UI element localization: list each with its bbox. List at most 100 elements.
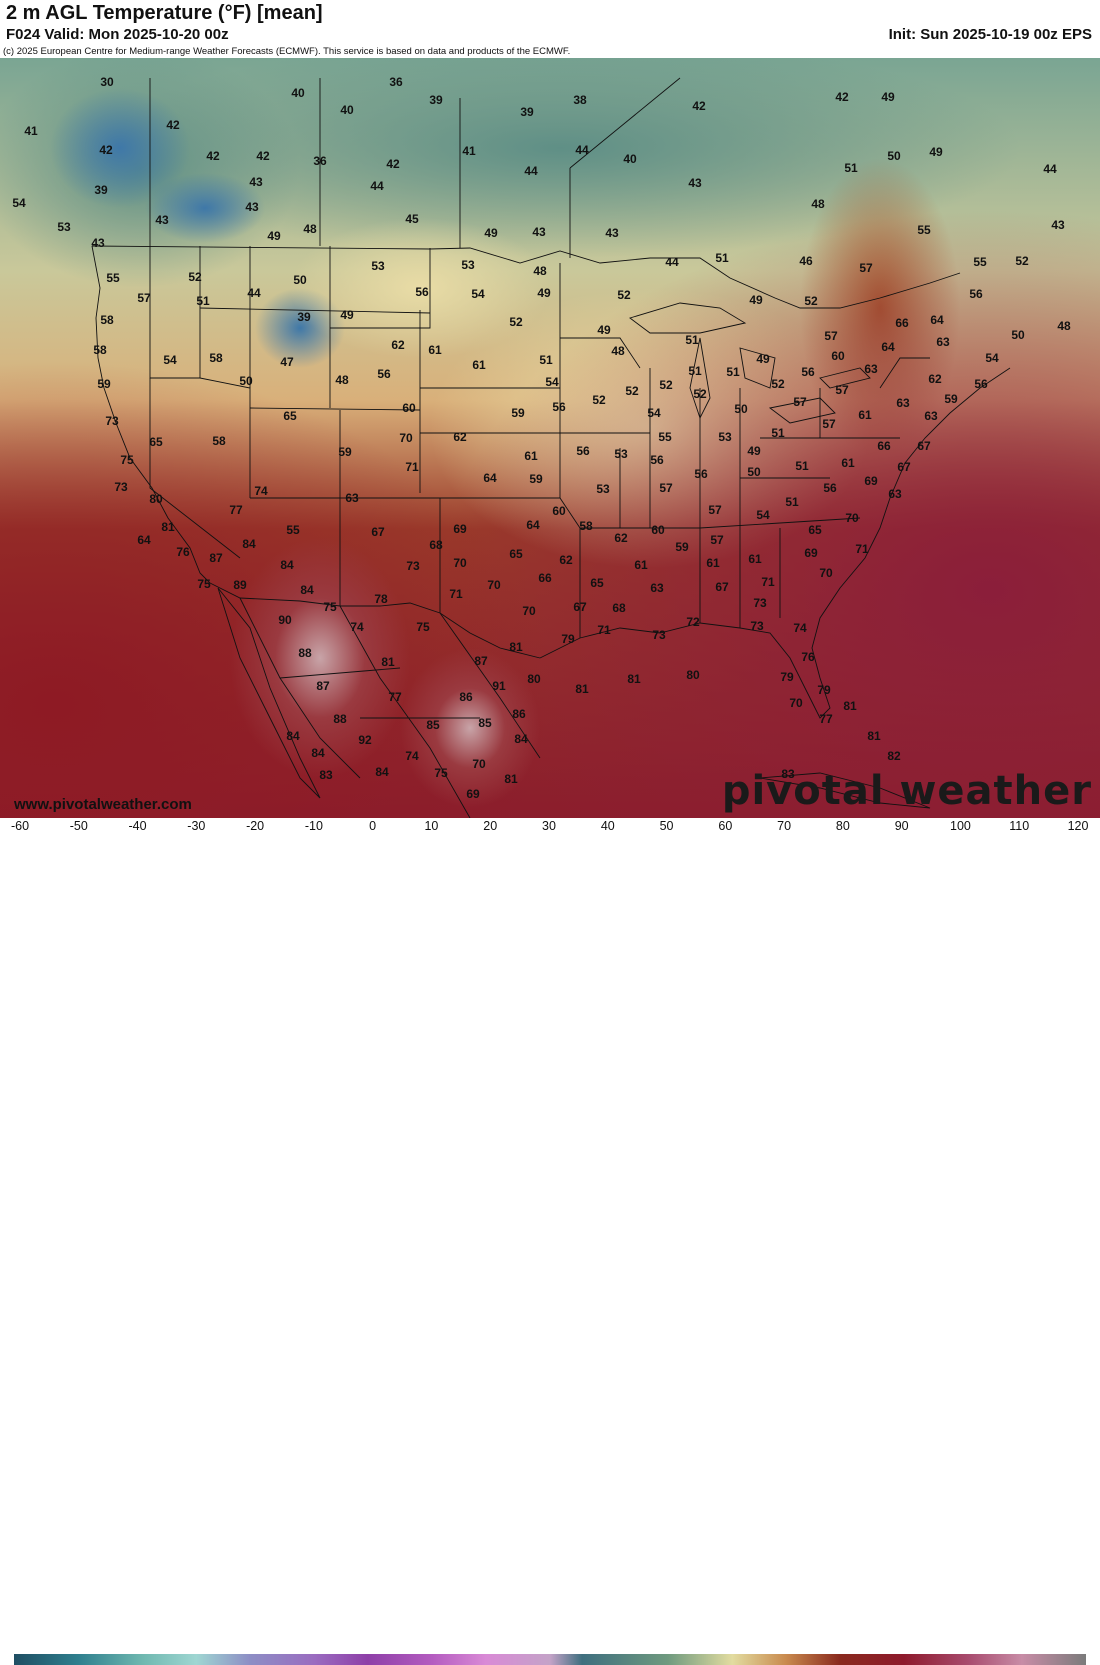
temperature-label: 88 — [298, 646, 312, 660]
scale-tick-label: 40 — [600, 819, 615, 833]
temperature-label: 79 — [561, 632, 575, 646]
temperature-label: 48 — [1057, 319, 1071, 333]
temperature-colorbar — [14, 1654, 1086, 1665]
temperature-label: 43 — [155, 213, 169, 227]
temperature-label: 42 — [692, 99, 706, 113]
temperature-label: 69 — [804, 546, 818, 560]
temperature-label: 50 — [887, 149, 901, 163]
temperature-label: 62 — [559, 553, 573, 567]
temperature-label: 50 — [293, 273, 307, 287]
temperature-label: 76 — [176, 545, 190, 559]
temperature-label: 50 — [1011, 328, 1025, 342]
temperature-label: 67 — [917, 439, 931, 453]
temperature-label: 59 — [529, 472, 543, 486]
temperature-label: 65 — [509, 547, 523, 561]
temperature-label: 45 — [405, 212, 419, 226]
temperature-label: 56 — [552, 400, 566, 414]
temperature-label: 52 — [771, 377, 785, 391]
temperature-field — [0, 58, 1100, 818]
temperature-label: 61 — [472, 358, 486, 372]
temperature-label: 60 — [651, 523, 665, 537]
temperature-label: 49 — [340, 308, 354, 322]
temperature-label: 59 — [511, 406, 525, 420]
temperature-label: 41 — [24, 124, 38, 138]
temperature-label: 57 — [793, 395, 807, 409]
temperature-label: 42 — [99, 143, 113, 157]
temperature-label: 73 — [406, 559, 420, 573]
temperature-label: 71 — [405, 460, 419, 474]
temperature-label: 63 — [896, 396, 910, 410]
pivotal-weather-logo: pivotal weather — [721, 768, 1092, 814]
temperature-label: 63 — [924, 409, 938, 423]
temperature-label: 73 — [652, 628, 666, 642]
forecast-valid-time: F024 Valid: Mon 2025-10-20 00z — [6, 26, 229, 43]
temperature-label: 67 — [371, 525, 385, 539]
temperature-label: 70 — [819, 566, 833, 580]
temperature-label: 42 — [835, 90, 849, 104]
temperature-map: 30 36 40 39 38 40 42 42 49 41 42 39 42 42 42 36 42 41 44 40… — [0, 58, 1100, 818]
temperature-label: 71 — [761, 575, 775, 589]
temperature-label: 51 — [685, 333, 699, 347]
temperature-label: 69 — [466, 787, 480, 801]
temperature-label: 81 — [504, 772, 518, 786]
temperature-label: 60 — [552, 504, 566, 518]
temperature-label: 43 — [249, 175, 263, 189]
scale-tick-label: -20 — [246, 819, 265, 833]
temperature-label: 38 — [573, 93, 587, 107]
temperature-label: 55 — [106, 271, 120, 285]
temperature-label: 74 — [793, 621, 807, 635]
temperature-label: 52 — [509, 315, 523, 329]
temperature-label: 57 — [659, 481, 673, 495]
temperature-label: 53 — [461, 258, 475, 272]
temperature-label: 62 — [614, 531, 628, 545]
temperature-label: 50 — [747, 465, 761, 479]
temperature-label: 68 — [429, 538, 443, 552]
scale-tick-label: 120 — [1067, 819, 1089, 833]
temperature-label: 77 — [229, 503, 243, 517]
temperature-label: 75 — [323, 600, 337, 614]
temperature-label: 52 — [592, 393, 606, 407]
temperature-label: 70 — [399, 431, 413, 445]
temperature-label: 71 — [449, 587, 463, 601]
temperature-label: 56 — [694, 467, 708, 481]
temperature-label: 62 — [928, 372, 942, 386]
temperature-label: 54 — [12, 196, 26, 210]
temperature-label: 81 — [627, 672, 641, 686]
temperature-label: 88 — [333, 712, 347, 726]
temperature-label: 62 — [453, 430, 467, 444]
map-header: 2 m AGL Temperature (°F) [mean] F024 Val… — [0, 0, 1100, 58]
temperature-label: 44 — [665, 255, 679, 269]
temperature-label: 58 — [209, 351, 223, 365]
scale-tick-label: 10 — [424, 819, 439, 833]
temperature-label: 87 — [316, 679, 330, 693]
temperature-label: 50 — [239, 374, 253, 388]
temperature-label: 53 — [596, 482, 610, 496]
temperature-label: 75 — [120, 453, 134, 467]
temperature-label: 59 — [338, 445, 352, 459]
temperature-label: 76 — [801, 650, 815, 664]
temperature-label: 61 — [748, 552, 762, 566]
temperature-label: 53 — [371, 259, 385, 273]
temperature-label: 49 — [929, 145, 943, 159]
temperature-label: 56 — [823, 481, 837, 495]
temperature-label: 51 — [196, 294, 210, 308]
temperature-label: 64 — [526, 518, 540, 532]
website-url[interactable]: www.pivotalweather.com — [14, 796, 192, 813]
temperature-label: 90 — [278, 613, 292, 627]
temperature-label: 52 — [1015, 254, 1029, 268]
temperature-label: 57 — [708, 503, 722, 517]
temperature-label: 51 — [688, 364, 702, 378]
temperature-label: 61 — [858, 408, 872, 422]
temperature-label: 87 — [474, 654, 488, 668]
temperature-label: 86 — [459, 690, 473, 704]
temperature-label: 84 — [375, 765, 389, 779]
temperature-label: 71 — [855, 542, 869, 556]
temperature-label: 75 — [416, 620, 430, 634]
temperature-label: 40 — [291, 86, 305, 100]
temperature-label: 43 — [688, 176, 702, 190]
temperature-label: 51 — [539, 353, 553, 367]
temperature-label: 80 — [527, 672, 541, 686]
temperature-label: 61 — [841, 456, 855, 470]
scale-tick-label: 0 — [369, 819, 377, 833]
temperature-label: 54 — [471, 287, 485, 301]
